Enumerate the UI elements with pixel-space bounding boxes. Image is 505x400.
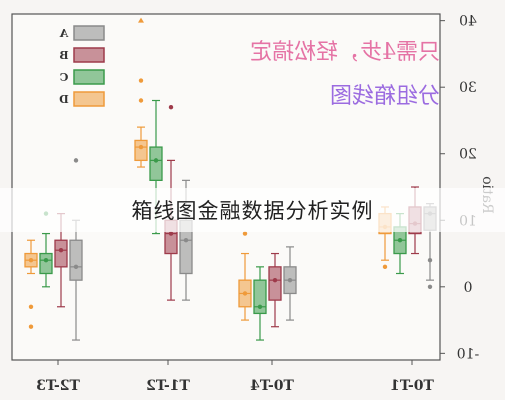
outlier-point xyxy=(168,104,174,110)
legend-label-B: B xyxy=(59,49,68,62)
mean-point xyxy=(138,144,144,150)
box-body xyxy=(54,239,68,268)
legend-swatch-A xyxy=(73,25,105,41)
box-D-T2-T3 xyxy=(24,239,38,329)
mean-point xyxy=(287,277,293,283)
box-C-T2-T3 xyxy=(39,211,53,288)
x-tick-label: T2-T3 xyxy=(36,378,80,394)
mean-point xyxy=(58,248,64,253)
box-C-T0-T4 xyxy=(253,266,267,341)
y-tick-label: 30 xyxy=(459,80,477,96)
y-tick-label: 0 xyxy=(464,280,473,296)
outlier-point xyxy=(138,17,144,23)
box-body xyxy=(149,146,163,181)
mean-point xyxy=(73,264,79,270)
box-D-T1-T2 xyxy=(134,17,148,168)
outlier-point xyxy=(73,158,79,163)
x-tick-label: T0-T4 xyxy=(250,378,294,394)
legend-label-D: D xyxy=(59,93,69,106)
caption-banner: 箱线图金融数据分析实例 xyxy=(0,188,505,232)
box-D-T0-T4 xyxy=(238,231,252,321)
outlier-point xyxy=(28,304,34,309)
x-tick-label: T0-T1 xyxy=(390,378,434,394)
box-A-T0-T4 xyxy=(283,246,297,321)
mean-point xyxy=(168,231,174,236)
outlier-point xyxy=(427,284,433,290)
mean-point xyxy=(242,291,248,296)
watermark-line-2: 分组箱线图 xyxy=(329,84,440,109)
box-body xyxy=(134,139,148,162)
outlier-point xyxy=(138,78,144,83)
legend-label-C: C xyxy=(59,71,68,84)
box-B-T0-T4 xyxy=(268,252,282,328)
watermark-line-1: 只需4步，轻松搞定 xyxy=(250,40,440,65)
box-body xyxy=(69,239,83,281)
outlier-point xyxy=(427,257,433,263)
caption-text: 箱线图金融数据分析实例 xyxy=(131,199,374,223)
box-body xyxy=(253,279,267,315)
mean-point xyxy=(183,238,189,243)
mean-point xyxy=(257,304,263,309)
outlier-point xyxy=(28,324,34,329)
outlier-point xyxy=(382,264,388,270)
outlier-point xyxy=(138,98,144,103)
legend-label-A: A xyxy=(59,27,69,40)
legend-swatch-C xyxy=(73,69,105,85)
mean-point xyxy=(272,277,278,283)
mean-point xyxy=(28,257,34,263)
x-tick-label: T1-T2 xyxy=(146,378,190,394)
box-body xyxy=(39,252,53,275)
legend-swatch-B xyxy=(73,47,105,63)
legend-swatch-D xyxy=(73,91,105,107)
y-tick-label: -10 xyxy=(457,346,480,362)
mean-point xyxy=(153,158,159,163)
outlier-point xyxy=(242,231,248,236)
y-tick-label: 40 xyxy=(459,14,477,30)
mean-point xyxy=(397,238,403,243)
mean-point xyxy=(43,257,49,263)
y-tick-label: 20 xyxy=(459,147,477,163)
box-body xyxy=(268,266,282,301)
